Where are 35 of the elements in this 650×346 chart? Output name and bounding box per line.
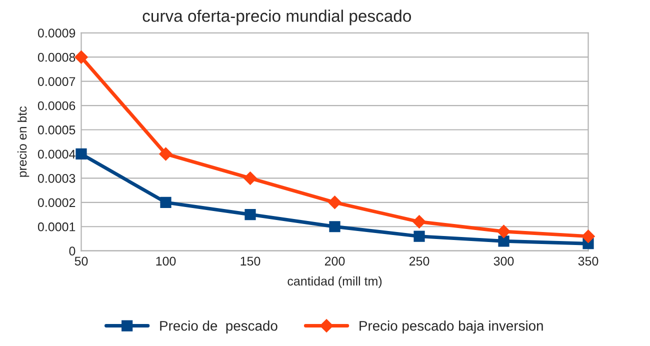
- point: [328, 196, 342, 209]
- legend-label: Precio de pescado: [160, 320, 278, 334]
- point: [76, 148, 87, 160]
- x-tick-label: 50: [74, 256, 88, 266]
- point: [497, 224, 510, 238]
- y-tick-label: 0.0009: [38, 28, 76, 38]
- y-tick-label: 0.0008: [38, 52, 76, 62]
- y-tick-label: 0.0007: [38, 77, 76, 86]
- y-tick-label: 0: [69, 246, 76, 256]
- y-tick-label: 0.0002: [38, 198, 76, 208]
- y-tick-label: 0.0005: [38, 126, 76, 134]
- x-tick-label: 250: [409, 256, 430, 266]
- y-tick-label: 0.0001: [38, 222, 76, 232]
- x-tick-label: 300: [494, 256, 514, 266]
- point: [329, 221, 340, 232]
- x-tick-label: 350: [578, 256, 598, 266]
- y-tick-label: 0.0006: [38, 101, 76, 110]
- point: [244, 172, 257, 185]
- point: [244, 208, 256, 220]
- legend-label: Precio pescado baja inversion: [360, 320, 543, 334]
- y-tick-label: 0.0003: [38, 174, 76, 183]
- x-tick-label: 100: [156, 256, 176, 266]
- x-tick-label: 200: [324, 256, 345, 266]
- chart-title: curva oferta-precio mundial pescado: [142, 10, 411, 26]
- point: [582, 230, 595, 243]
- point: [498, 236, 510, 247]
- point: [412, 215, 426, 228]
- point: [160, 196, 172, 208]
- point: [159, 147, 172, 161]
- x-axis-title: cantidad (mill tm): [288, 276, 382, 288]
- point: [414, 230, 425, 242]
- y-tick-label: 0.0004: [38, 150, 76, 159]
- y-axis-title: precio en btc: [17, 106, 30, 177]
- point: [74, 50, 88, 64]
- x-tick-label: 150: [240, 256, 260, 266]
